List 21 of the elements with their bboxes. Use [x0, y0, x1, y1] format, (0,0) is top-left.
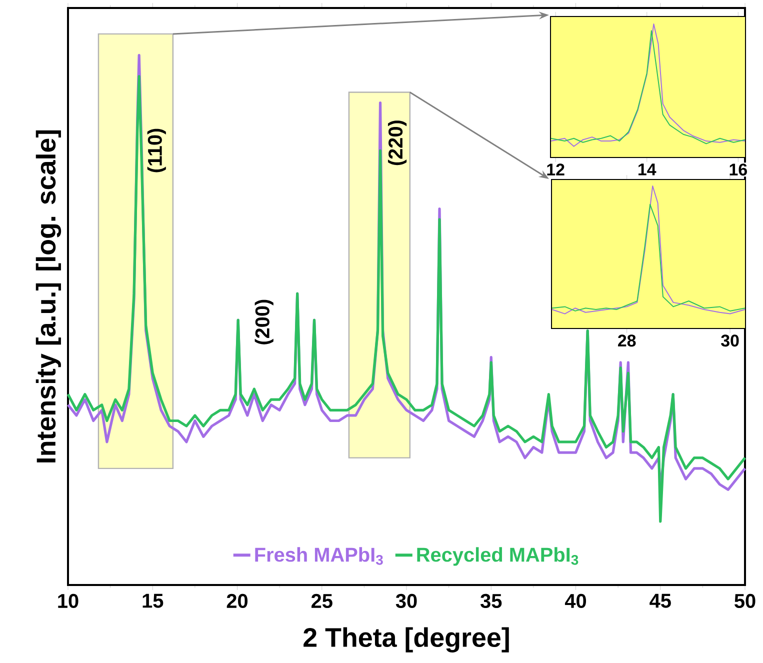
- x-tick-label: 35: [480, 594, 502, 608]
- legend-label: Fresh MAPbI$_{3}$: [255, 547, 383, 565]
- annotation: (200): [254, 300, 274, 344]
- x-tick-label: 50: [734, 594, 756, 608]
- x-tick-label: 14: [638, 164, 656, 176]
- x-tick-label: 15: [142, 594, 164, 608]
- x-tick-label: 20: [226, 594, 248, 608]
- y-axis-title: Intensity [a.u.] [log. scale]: [36, 130, 62, 462]
- x-tick-label: 10: [58, 594, 78, 608]
- x-tick-label: 25: [311, 594, 332, 608]
- legend-label: Recycled MAPbI$_{3}$: [417, 547, 578, 566]
- x-tick-label: 12: [547, 164, 564, 176]
- x-tick-label: 16: [730, 164, 747, 176]
- x-tick-label: 28: [618, 334, 636, 347]
- annotation: (110): [147, 128, 166, 172]
- x-tick-label: 40: [564, 594, 586, 608]
- x-tick-label: 30: [396, 594, 417, 608]
- annotation: (220): [388, 120, 407, 166]
- x-axis-title: 2 Theta [degree]: [304, 627, 509, 652]
- x-tick-label: 30: [721, 334, 739, 347]
- x-tick-label: 45: [650, 594, 671, 608]
